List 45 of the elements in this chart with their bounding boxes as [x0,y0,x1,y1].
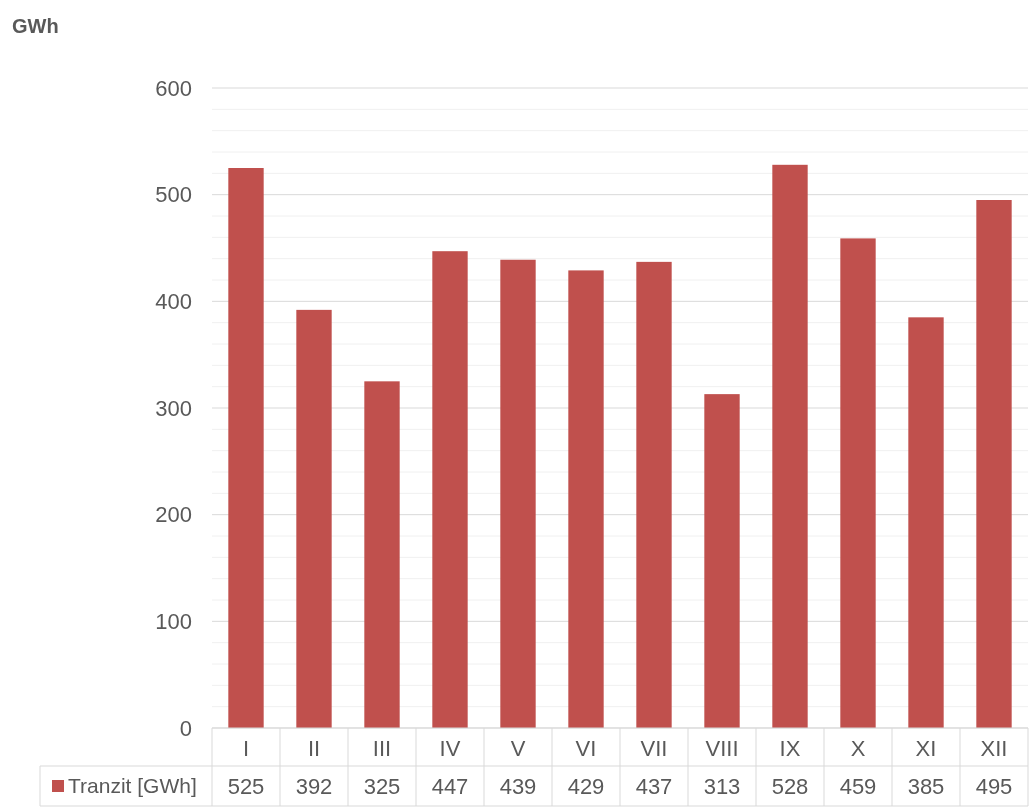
x-tick-label: VIII [705,735,739,761]
bar [432,251,468,728]
data-label: 459 [839,773,877,799]
text: GWh [12,15,59,37]
y-tick-label: 400 [155,289,192,315]
data-label: 437 [635,773,673,799]
bar [500,259,536,728]
x-tick-label: XII [980,735,1008,761]
x-tick-label: XI [915,735,937,761]
data-label: 385 [907,773,945,799]
bar [296,309,332,728]
bar [840,238,876,728]
y-tick-label: 500 [155,182,192,208]
legend-label: Tranzit [GWh] [68,774,197,798]
data-label: 447 [431,773,469,799]
bar [364,381,400,728]
x-tick-label: III [372,735,392,761]
x-tick-label: II [307,735,321,761]
x-tick-label: IX [779,735,801,761]
bar [772,164,808,728]
data-label: 392 [295,773,333,799]
data-label: 313 [703,773,741,799]
bar [976,200,1012,728]
bar [704,394,740,728]
y-tick-label: 300 [155,395,192,421]
data-label: 525 [227,773,265,799]
y-tick-label: 100 [155,609,192,635]
data-label: 495 [975,773,1013,799]
x-tick-label: VII [640,735,668,761]
x-tick-label: I [242,735,250,761]
x-tick-label: X [850,735,866,761]
x-tick-label: IV [439,735,461,761]
data-label: 439 [499,773,537,799]
bar [908,317,944,728]
bar [636,261,672,728]
x-tick-label: V [510,735,526,761]
y-tick-label: 0 [179,715,192,741]
y-tick-label: 600 [155,75,192,101]
data-label: 325 [363,773,401,799]
y-tick-label: 200 [155,502,192,528]
bar [568,270,604,728]
data-label: 528 [771,773,809,799]
x-tick-label: VI [575,735,597,761]
bar [228,168,264,728]
data-label: 429 [567,773,605,799]
